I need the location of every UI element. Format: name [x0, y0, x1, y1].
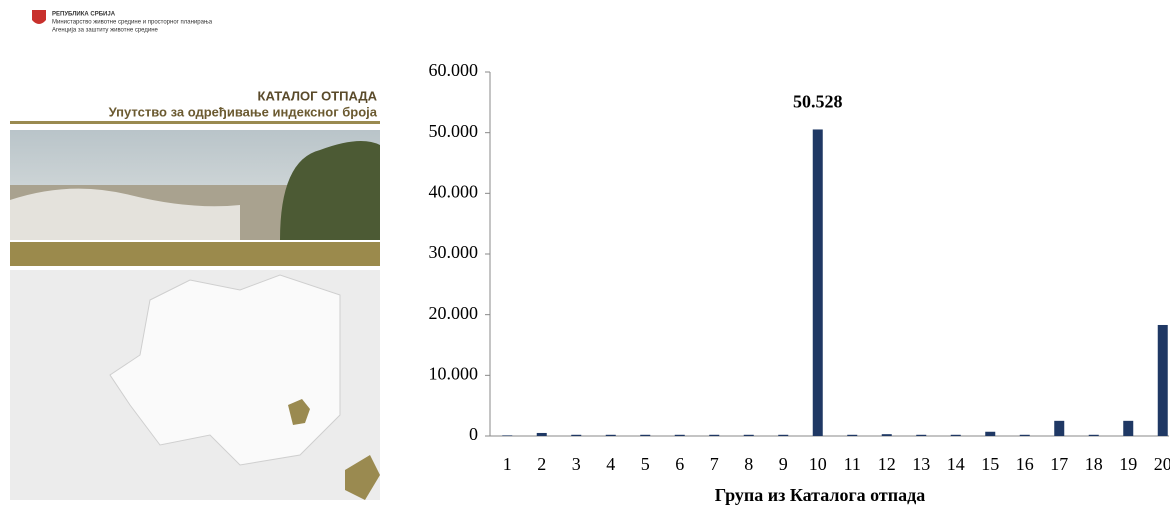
header-line: Министарство животне средине и просторно… [52, 20, 213, 26]
cover-subtitle: Упутство за одређивање индексног броја [109, 104, 378, 119]
y-tick-label: 0 [469, 424, 478, 444]
bar [813, 129, 823, 436]
x-tick-label: 15 [981, 454, 999, 474]
bar [951, 435, 961, 436]
x-tick-label: 18 [1085, 454, 1103, 474]
bar [1020, 435, 1030, 436]
cover-title: КАТАЛОГ ОТПАДА [258, 88, 378, 103]
bar [1123, 421, 1133, 436]
bar [640, 435, 650, 436]
cover: РЕПУБЛИКА СРБИЈА Министарство животне ср… [10, 10, 380, 500]
x-tick-label: 4 [606, 454, 615, 474]
bar [571, 435, 581, 436]
x-tick-label: 9 [779, 454, 788, 474]
header-line: Агенција за заштиту животне средине [52, 28, 159, 34]
x-tick-label: 10 [809, 454, 827, 474]
x-tick-label: 8 [744, 454, 753, 474]
band [10, 242, 380, 266]
rule [10, 121, 380, 124]
bar [709, 435, 719, 436]
x-tick-label: 5 [641, 454, 650, 474]
y-tick-label: 30.000 [429, 242, 479, 262]
x-tick-label: 7 [710, 454, 719, 474]
bar [985, 432, 995, 436]
x-axis-title: Група из Каталога отпада [715, 485, 926, 505]
bar [537, 433, 547, 436]
slide: РЕПУБЛИКА СРБИЈА Министарство животне ср… [0, 0, 1170, 531]
x-tick-label: 12 [878, 454, 896, 474]
x-tick-label: 20 [1154, 454, 1170, 474]
x-tick-label: 19 [1119, 454, 1137, 474]
bar [1089, 435, 1099, 436]
y-tick-label: 60.000 [429, 60, 479, 80]
bar [1158, 325, 1168, 436]
bar [744, 435, 754, 436]
emblem [32, 10, 46, 24]
data-label: 50.528 [793, 92, 843, 112]
x-tick-label: 2 [537, 454, 546, 474]
x-tick-label: 13 [912, 454, 930, 474]
header-line: РЕПУБЛИКА СРБИЈА [52, 12, 116, 18]
x-tick-label: 16 [1016, 454, 1034, 474]
bar [778, 435, 788, 436]
x-tick-label: 14 [947, 454, 965, 474]
x-tick-label: 6 [675, 454, 684, 474]
y-tick-label: 10.000 [429, 363, 479, 383]
bar [606, 435, 616, 436]
x-tick-label: 3 [572, 454, 581, 474]
bar [916, 435, 926, 436]
x-tick-label: 17 [1050, 454, 1068, 474]
y-tick-label: 50.000 [429, 121, 479, 141]
x-tick-label: 11 [844, 454, 861, 474]
page: РЕПУБЛИКА СРБИЈА Министарство животне ср… [0, 0, 1170, 531]
bar [1054, 421, 1064, 436]
y-tick-label: 40.000 [429, 181, 479, 201]
bar [675, 435, 685, 436]
bar [882, 434, 892, 436]
bar [847, 435, 857, 436]
bar [502, 435, 512, 436]
y-tick-label: 20.000 [429, 303, 479, 323]
x-tick-label: 1 [503, 454, 512, 474]
